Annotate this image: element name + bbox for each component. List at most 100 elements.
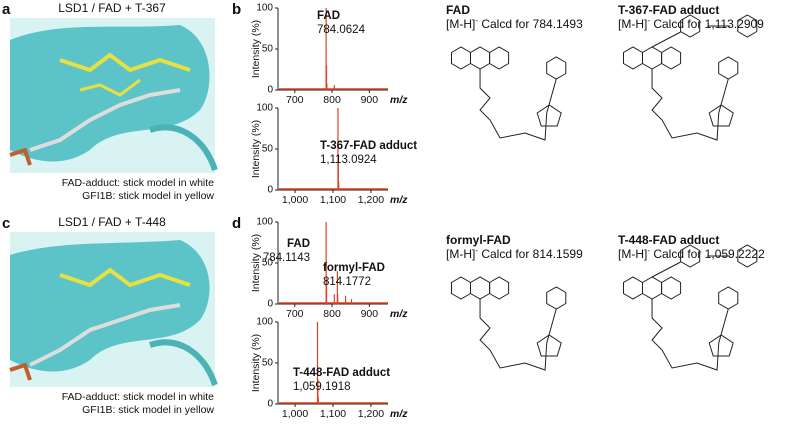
panel-title: LSD1 / FAD + T-448	[58, 215, 166, 229]
y-tick-label: 0	[267, 299, 273, 310]
compound-name: T-448-FAD adduct	[618, 233, 719, 247]
compound-calcd: [M-H]- Calcd for 1,113.2909	[618, 16, 764, 32]
peak-mz: 814.1772	[323, 276, 371, 288]
ring	[642, 276, 663, 300]
y-tick-label: 100	[256, 103, 273, 114]
calcd: Calcd for 814.1599	[478, 247, 583, 261]
peak-name: formyl-FAD	[323, 262, 385, 274]
x-tick-label: 900	[361, 308, 379, 320]
y-tick-label: 0	[267, 85, 273, 96]
ion: [M-H]	[446, 247, 475, 261]
charge: -	[647, 16, 650, 25]
bond	[651, 31, 681, 48]
ring	[661, 276, 682, 300]
peak-name: FAD	[317, 10, 340, 22]
ring	[708, 104, 734, 127]
ring	[489, 46, 510, 70]
compound-calcd: [M-H]- Calcd for 1,059.2222	[618, 246, 765, 262]
chain	[651, 69, 729, 141]
ring	[451, 276, 471, 300]
y-tick-label: 50	[262, 144, 274, 155]
charge: -	[647, 246, 650, 255]
y-axis-label: Intensity (%)	[250, 334, 262, 392]
x-tick-label: 1,000	[282, 408, 308, 420]
compound-name: T-367-FAD adduct	[618, 3, 719, 17]
peak-name: T-448-FAD adduct	[293, 367, 390, 379]
calcd: Calcd for 1,059.2222	[650, 247, 765, 261]
ion: [M-H]	[618, 17, 647, 31]
x-tick-label: 1,200	[358, 194, 384, 206]
chain	[479, 299, 557, 371]
peak-name: T-367-FAD adduct	[320, 140, 417, 152]
ring	[470, 276, 491, 300]
ring	[451, 46, 471, 70]
peak-mz: 784.0624	[317, 24, 366, 36]
y-tick-label: 50	[262, 44, 274, 55]
x-axis-label: m/z	[390, 308, 408, 320]
ion: [M-H]	[618, 247, 647, 261]
x-tick-label: 1,200	[358, 408, 384, 420]
x-tick-label: 1,000	[282, 194, 308, 206]
x-axis-label: m/z	[390, 194, 408, 206]
charge: -	[475, 16, 478, 25]
ring	[718, 56, 739, 80]
panel-letter: a	[2, 1, 11, 18]
peak-mz: 1,113.0924	[320, 154, 377, 166]
ring	[680, 14, 701, 38]
chemical-structure	[623, 14, 758, 141]
chemical-structure	[451, 46, 567, 141]
ring	[489, 276, 510, 300]
chemical-structure	[451, 276, 567, 371]
caption: FAD-adduct: stick model in white	[62, 177, 214, 189]
compound-calcd: [M-H]- Calcd for 784.1493	[446, 16, 583, 32]
ring	[680, 244, 701, 268]
ring	[718, 286, 739, 310]
ring	[708, 334, 734, 357]
y-tick-label: 0	[267, 185, 273, 196]
x-axis-label: m/z	[390, 408, 408, 420]
y-tick-label: 100	[256, 317, 273, 328]
panel-letter: c	[2, 215, 10, 232]
ring	[623, 276, 643, 300]
x-tick-label: 900	[361, 94, 379, 106]
calcd: Calcd for 784.1493	[478, 17, 583, 31]
peak-mz: 784.1143	[263, 252, 310, 264]
compound-name: formyl-FAD	[446, 233, 511, 247]
y-tick-label: 50	[262, 258, 274, 269]
charge: -	[475, 246, 478, 255]
y-axis-label: Intensity (%)	[250, 120, 262, 178]
panel-letter: b	[232, 1, 241, 18]
ring	[642, 46, 663, 70]
x-tick-label: 700	[286, 94, 304, 106]
chain	[651, 299, 729, 371]
ring	[536, 334, 562, 357]
ring	[661, 46, 682, 70]
y-axis-label: Intensity (%)	[250, 234, 262, 292]
panel-title: LSD1 / FAD + T-367	[58, 1, 166, 15]
ring	[737, 14, 758, 38]
chemical-structure	[623, 244, 758, 371]
calcd: Calcd for 1,113.2909	[650, 17, 764, 31]
protein-render-a	[9, 18, 218, 173]
ring	[470, 46, 491, 70]
x-tick-label: 800	[323, 94, 341, 106]
protein-render-c	[9, 232, 218, 387]
peak-mz: 1,059.1918	[293, 381, 351, 393]
x-tick-label: 700	[286, 308, 304, 320]
panel-letter: d	[232, 215, 241, 232]
y-tick-label: 100	[256, 3, 273, 14]
bond	[651, 261, 681, 278]
ring	[737, 244, 758, 268]
caption: GFI1B: stick model in yellow	[82, 404, 214, 416]
peak-name: FAD	[287, 238, 310, 250]
ring	[536, 104, 562, 127]
chain	[479, 69, 557, 141]
caption: FAD-adduct: stick model in white	[62, 391, 214, 403]
ring	[623, 46, 643, 70]
y-tick-label: 0	[267, 399, 273, 410]
ring	[546, 56, 567, 80]
x-tick-label: 1,100	[320, 194, 346, 206]
caption: GFI1B: stick model in yellow	[82, 190, 214, 202]
y-tick-label: 50	[262, 358, 274, 369]
